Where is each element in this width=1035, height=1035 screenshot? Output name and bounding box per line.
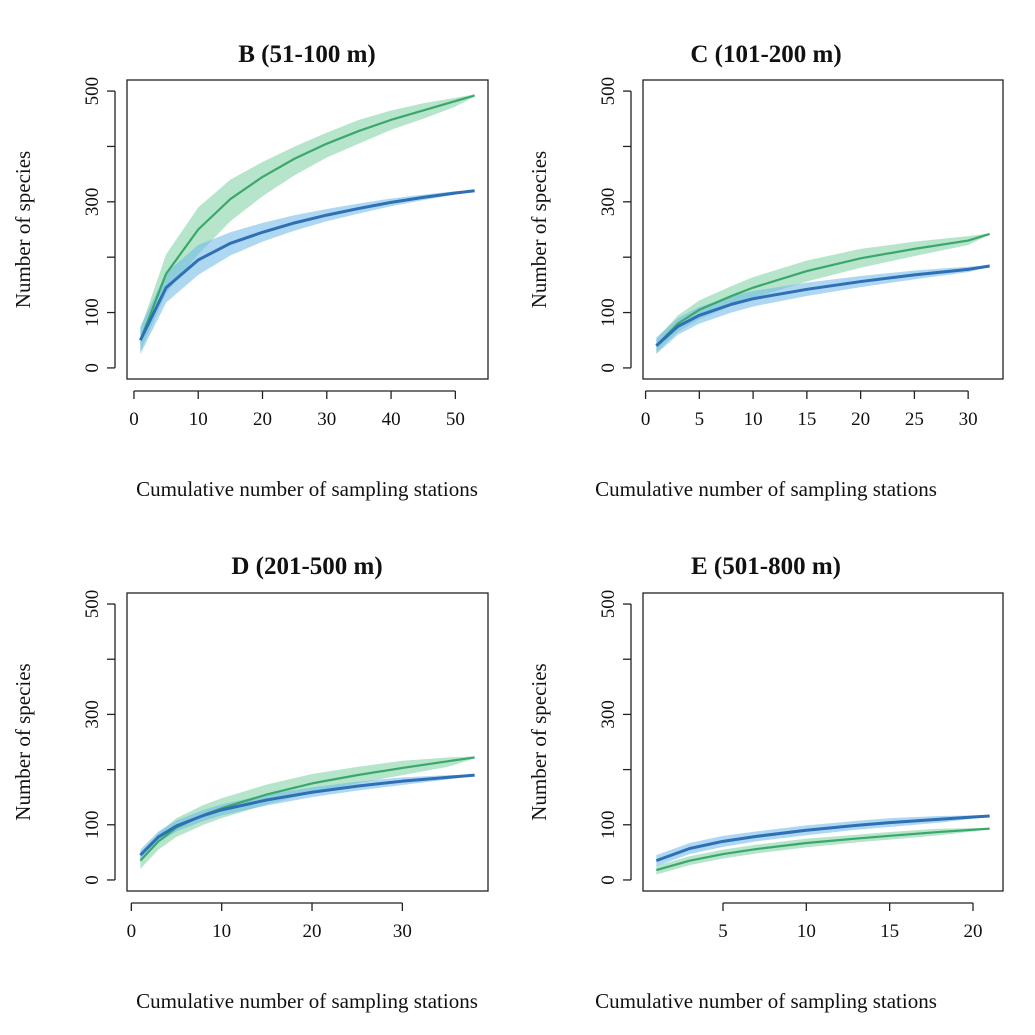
confidence-band-green	[656, 828, 990, 875]
y-tick-label: 100	[82, 811, 103, 840]
x-axis-label: Cumulative number of sampling stations	[595, 477, 937, 501]
x-tick-label: 5	[718, 921, 728, 942]
y-tick-label: 300	[598, 700, 619, 729]
y-tick-label: 500	[598, 77, 619, 106]
panel-title: B (51-100 m)	[238, 41, 375, 68]
confidence-band-green	[140, 756, 475, 869]
x-tick-label: 25	[905, 409, 924, 430]
confidence-band-green	[656, 233, 990, 353]
x-tick-label: 20	[253, 409, 272, 430]
series-line-blue	[139, 773, 475, 857]
x-tick-label: 30	[317, 409, 336, 430]
x-tick-label: 15	[880, 921, 899, 942]
x-tick-label: 10	[744, 409, 763, 430]
series-line-green	[139, 756, 475, 862]
series-line-blue	[655, 814, 990, 863]
y-axis-label: Number of species	[11, 663, 35, 820]
x-axis-label: Cumulative number of sampling stations	[136, 477, 478, 501]
panel-1: C (101-200 m) 0 5 10 15 20 25 30 Cumulative numb…	[527, 41, 1004, 501]
panel-title: E (501-800 m)	[691, 553, 841, 580]
x-tick-label: 10	[189, 409, 208, 430]
y-tick-label: 300	[82, 700, 103, 729]
y-tick-label: 0	[598, 875, 619, 885]
y-axis-label: Number of species	[11, 151, 35, 308]
confidence-band-green	[140, 94, 475, 352]
y-tick-label: 100	[598, 811, 619, 840]
x-tick-label: 50	[446, 409, 465, 430]
x-tick-label: 0	[127, 921, 137, 942]
y-tick-label: 0	[82, 875, 103, 885]
confidence-band-blue	[656, 265, 990, 355]
series-line-green	[656, 827, 990, 872]
y-axis-label: Number of species	[527, 151, 551, 308]
y-tick-label: 100	[82, 298, 103, 327]
panel-3: E (501-800 m) 5 10 15 20 Cumulative number of…	[527, 553, 1004, 1013]
series-line-blue	[655, 264, 990, 347]
x-tick-label: 20	[851, 409, 870, 430]
x-tick-label: 20	[303, 921, 322, 942]
y-tick-label: 500	[598, 590, 619, 619]
plot-frame	[126, 79, 489, 380]
y-tick-label: 300	[82, 188, 103, 217]
series-line-green	[139, 94, 475, 341]
series-line-green	[655, 232, 990, 347]
panel-2: D (201-500 m) 0 10 20 30 Cumulative number of…	[11, 553, 489, 1013]
x-tick-label: 10	[212, 921, 231, 942]
x-tick-label: 40	[382, 409, 401, 430]
panel-title: D (201-500 m)	[231, 553, 382, 580]
confidence-band-blue	[140, 190, 475, 355]
y-tick-label: 500	[82, 590, 103, 619]
x-tick-label: 30	[959, 409, 978, 430]
plot-frame	[642, 79, 1004, 380]
x-tick-label: 20	[964, 921, 983, 942]
x-tick-label: 5	[695, 409, 705, 430]
x-axis-label: Cumulative number of sampling stations	[595, 989, 937, 1013]
x-tick-label: 30	[393, 921, 412, 942]
panel-title: C (101-200 m)	[690, 41, 841, 68]
x-tick-label: 0	[641, 409, 651, 430]
x-axis-label: Cumulative number of sampling stations	[136, 989, 478, 1013]
y-tick-label: 500	[82, 77, 103, 106]
series-line-blue	[139, 189, 475, 341]
y-axis-label: Number of species	[527, 663, 551, 820]
y-tick-label: 0	[598, 363, 619, 373]
x-tick-label: 15	[797, 409, 816, 430]
x-tick-label: 10	[797, 921, 816, 942]
plot-frame	[642, 592, 1004, 892]
y-tick-label: 300	[598, 188, 619, 217]
plot-frame	[126, 592, 489, 892]
x-tick-label: 0	[129, 409, 139, 430]
y-tick-label: 0	[82, 363, 103, 373]
y-tick-label: 100	[598, 298, 619, 327]
panel-0: B (51-100 m) 0 10 20 30 40 50 Cumulative number…	[11, 41, 489, 501]
